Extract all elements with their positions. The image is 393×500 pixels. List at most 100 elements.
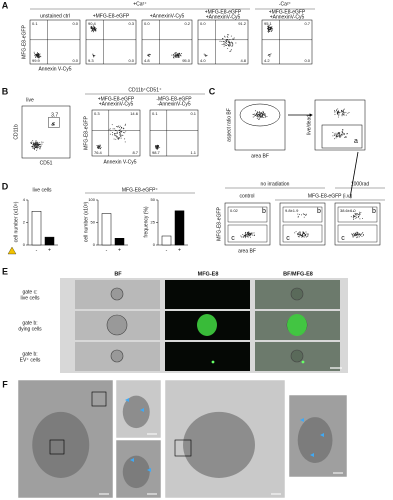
event-dot xyxy=(95,30,97,32)
event-dot xyxy=(36,144,38,146)
event-dot xyxy=(117,137,118,139)
axis-label: Annexin V-Cy5 xyxy=(38,66,71,72)
event-dot xyxy=(175,55,177,57)
event-dot xyxy=(156,145,158,147)
event-dot xyxy=(269,30,271,32)
event-dot xyxy=(336,110,337,112)
event-dot xyxy=(303,232,304,234)
event-dot xyxy=(259,113,261,115)
event-dot xyxy=(356,216,357,218)
event-dot xyxy=(268,30,270,32)
event-dot xyxy=(124,138,126,140)
gate-value: 38.6±6.0 xyxy=(340,208,356,213)
event-dot xyxy=(247,232,249,234)
event-dot xyxy=(301,234,303,236)
event-dot xyxy=(358,213,360,215)
event-dot xyxy=(352,234,353,236)
event-dot xyxy=(227,48,229,50)
event-dot xyxy=(302,231,304,233)
event-dot xyxy=(341,115,343,117)
event-dot xyxy=(359,234,361,236)
x-tick-label: - xyxy=(106,247,108,253)
event-dot xyxy=(224,36,226,38)
event-dot xyxy=(114,133,116,135)
event-dot xyxy=(37,56,39,58)
event-dot xyxy=(360,212,362,214)
event-dot xyxy=(259,111,261,113)
event-dot xyxy=(171,54,173,56)
event-dot xyxy=(338,132,340,134)
event-dot xyxy=(251,233,253,235)
axis-label: cell number (x10³) xyxy=(83,202,89,243)
event-dot xyxy=(204,54,206,56)
event-dot xyxy=(229,41,231,43)
event-dot xyxy=(115,133,117,134)
quadrant-value: 0.1 xyxy=(32,21,38,26)
event-dot xyxy=(119,127,121,129)
event-dot xyxy=(248,234,250,236)
event-dot xyxy=(333,133,335,135)
arrowhead xyxy=(130,458,134,462)
event-dot xyxy=(37,142,39,144)
quadrant-value: 0.2 xyxy=(184,21,190,26)
event-dot xyxy=(35,140,37,142)
event-dot xyxy=(248,232,250,234)
quadrant-value: 95.0 xyxy=(182,58,191,63)
event-dot xyxy=(342,109,344,111)
axis-label: CD11b xyxy=(13,124,19,139)
event-dot xyxy=(175,54,177,56)
event-dot xyxy=(99,145,101,147)
event-dot xyxy=(179,56,181,58)
event-dot xyxy=(258,118,259,120)
event-dot xyxy=(342,114,344,116)
fluorescence xyxy=(301,360,305,364)
plot-frame xyxy=(279,202,326,246)
event-dot xyxy=(36,141,38,143)
arrowhead xyxy=(300,418,304,422)
event-dot xyxy=(255,110,256,112)
event-dot xyxy=(337,136,339,138)
header: CD11b⁺CD51⁺ xyxy=(128,87,162,93)
event-dot xyxy=(123,128,125,130)
quadrant-value: 4.8 xyxy=(144,58,150,63)
event-dot xyxy=(339,112,341,114)
event-dot xyxy=(93,56,95,58)
event-dot xyxy=(242,236,244,238)
event-dot xyxy=(92,29,93,31)
event-dot xyxy=(119,131,121,133)
event-dot xyxy=(229,51,231,52)
gate-label: b xyxy=(372,208,376,215)
event-dot xyxy=(117,139,119,140)
event-dot xyxy=(247,235,249,236)
event-dot xyxy=(219,40,221,42)
event-dot xyxy=(93,29,95,31)
event-dot xyxy=(231,45,233,47)
event-dot xyxy=(306,235,308,237)
event-dot xyxy=(34,147,36,149)
event-dot xyxy=(302,213,304,215)
event-dot xyxy=(244,233,246,235)
event-dot xyxy=(297,234,299,236)
event-dot xyxy=(360,235,362,237)
axis-label: MFG-E8-eGFP xyxy=(21,25,27,59)
event-dot xyxy=(233,37,235,39)
event-dot xyxy=(258,112,260,114)
event-dot xyxy=(31,146,33,148)
event-dot xyxy=(116,137,118,139)
event-dot xyxy=(119,130,121,132)
event-dot xyxy=(230,50,232,52)
event-dot xyxy=(253,232,255,234)
event-dot xyxy=(254,114,256,116)
event-dot xyxy=(36,147,38,149)
event-dot xyxy=(342,129,344,130)
event-dot xyxy=(116,136,118,138)
event-dot xyxy=(33,144,35,146)
event-dot xyxy=(178,54,179,56)
event-dot xyxy=(175,52,177,53)
event-dot xyxy=(32,145,33,147)
event-dot xyxy=(226,39,228,41)
event-dot xyxy=(262,113,264,115)
event-dot xyxy=(52,123,54,125)
event-dot xyxy=(155,145,157,147)
